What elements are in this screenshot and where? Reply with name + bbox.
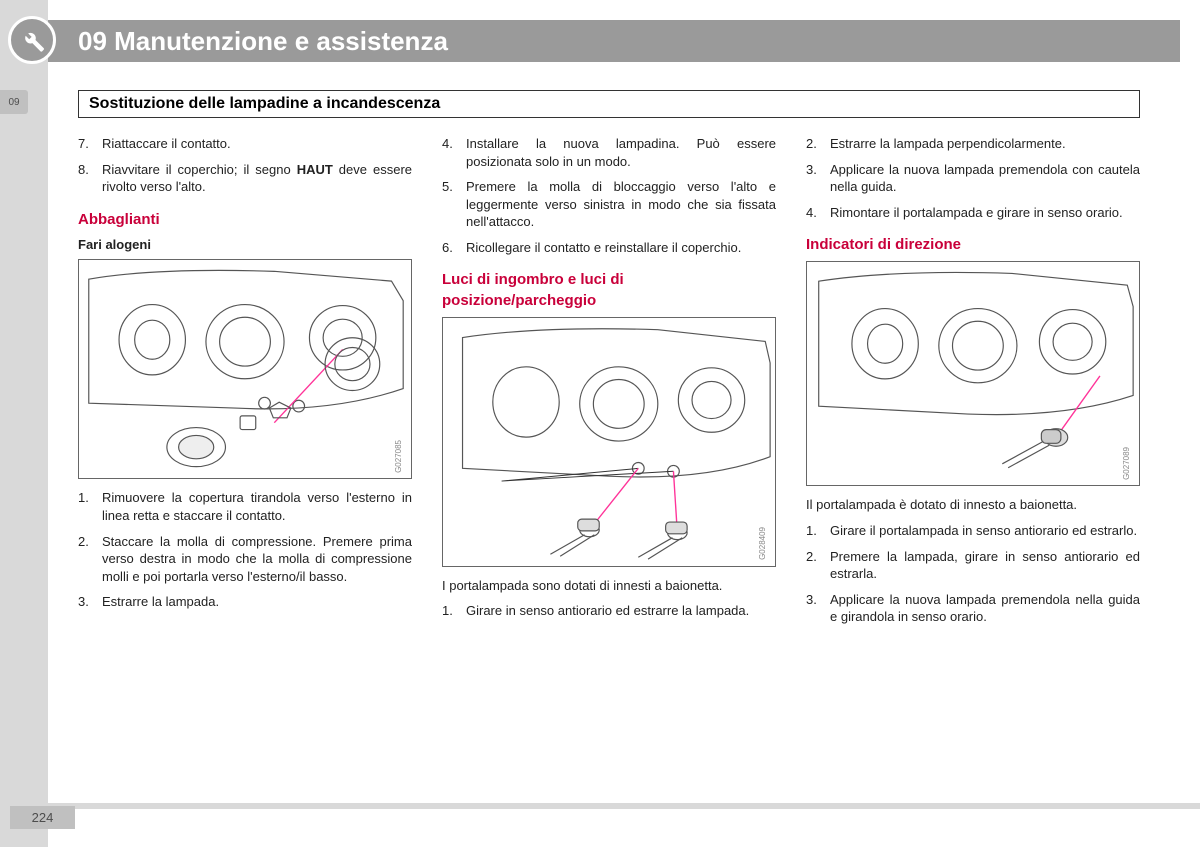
figure-turn-signal: G027089 xyxy=(806,261,1140,486)
col1-steps: 1.Rimuovere la copertura tirandola verso… xyxy=(78,489,412,610)
col2-para: I portalampada sono dotati di innesti a … xyxy=(442,577,776,595)
bottom-stripe xyxy=(48,803,1200,809)
col2-steps: 1.Girare in senso antiorario ed estrarre… xyxy=(442,602,776,620)
figure-position-lights: G028409 xyxy=(442,317,776,567)
wrench-icon xyxy=(8,16,56,64)
list-item: 6.Ricollegare il contatto e reinstallare… xyxy=(442,239,776,257)
figure-code: G028409 xyxy=(758,527,769,560)
column-3: 2.Estrarre la lampada perpendicolarmente… xyxy=(806,135,1140,777)
heading-indicatori: Indicatori di direzione xyxy=(806,235,1140,255)
list-item: 5.Premere la molla di bloccaggio verso l… xyxy=(442,178,776,231)
col2-top-list: 4.Installare la nuova lampadina. Può ess… xyxy=(442,135,776,256)
section-heading-text: Sostituzione delle lampadine a incandesc… xyxy=(89,95,440,113)
left-rail xyxy=(0,0,48,847)
chapter-tab: 09 xyxy=(0,90,28,114)
col1-top-list: 7.Riattaccare il contatto. 8.Riavvitare … xyxy=(78,135,412,196)
figure-code: G027085 xyxy=(394,440,405,473)
figure-high-beam: G027085 xyxy=(78,259,412,479)
list-item: 4.Installare la nuova lampadina. Può ess… xyxy=(442,135,776,170)
heading-abbaglianti: Abbaglianti xyxy=(78,210,412,230)
chapter-header: 09 Manutenzione e assistenza xyxy=(48,20,1180,62)
page-number: 224 xyxy=(10,806,75,829)
list-item: 2.Staccare la molla di compressione. Pre… xyxy=(78,533,412,586)
col3-para: Il portalampada è dotato di innesto a ba… xyxy=(806,496,1140,514)
list-item: 1.Girare in senso antiorario ed estrarre… xyxy=(442,602,776,620)
section-heading: Sostituzione delle lampadine a incandesc… xyxy=(78,90,1140,118)
chapter-title: 09 Manutenzione e assistenza xyxy=(78,26,448,57)
list-item: 3.Applicare la nuova lampada premendola … xyxy=(806,161,1140,196)
list-item: 4.Rimontare il portalampada e girare in … xyxy=(806,204,1140,222)
list-item: 1.Rimuovere la copertura tirandola verso… xyxy=(78,489,412,524)
list-item: 3.Applicare la nuova lampada premendola … xyxy=(806,591,1140,626)
list-item: 2.Premere la lampada, girare in senso an… xyxy=(806,548,1140,583)
column-1: 7.Riattaccare il contatto. 8.Riavvitare … xyxy=(78,135,412,777)
col3-steps: 1.Girare il portalampada in senso antior… xyxy=(806,522,1140,626)
figure-code: G027089 xyxy=(1122,447,1133,480)
list-item: 2.Estrarre la lampada perpendicolarmente… xyxy=(806,135,1140,153)
list-item: 7.Riattaccare il contatto. xyxy=(78,135,412,153)
content: 7.Riattaccare il contatto. 8.Riavvitare … xyxy=(78,135,1140,777)
heading-fari-alogeni: Fari alogeni xyxy=(78,236,412,254)
list-item: 3.Estrarre la lampada. xyxy=(78,593,412,611)
column-2: 4.Installare la nuova lampadina. Può ess… xyxy=(442,135,776,777)
heading-luci-ingombro: Luci di ingombro e luci di posizione/par… xyxy=(442,270,776,311)
col3-top-list: 2.Estrarre la lampada perpendicolarmente… xyxy=(806,135,1140,221)
list-item: 8.Riavvitare il coperchio; il segno HAUT… xyxy=(78,161,412,196)
list-item: 1.Girare il portalampada in senso antior… xyxy=(806,522,1140,540)
